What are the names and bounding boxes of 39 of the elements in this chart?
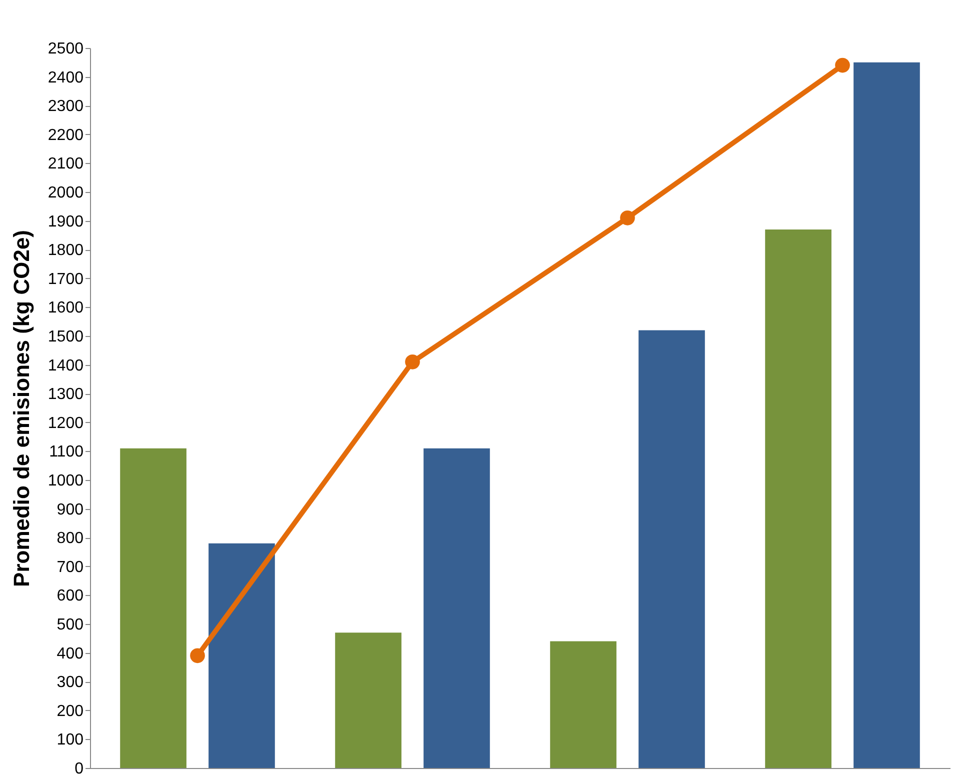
y-tick-label: 1900 bbox=[48, 213, 84, 230]
y-tick-label: 1200 bbox=[48, 414, 84, 432]
y-tick-label: 700 bbox=[56, 558, 84, 576]
bar bbox=[424, 448, 490, 768]
point bbox=[405, 354, 420, 370]
point bbox=[620, 210, 635, 226]
y-tick-label: 900 bbox=[56, 501, 84, 518]
y-tick-label: 1000 bbox=[48, 472, 84, 490]
y-tick-label: 1300 bbox=[48, 386, 84, 404]
y-axis-title: Promedio de emisiones (kg CO2e) bbox=[8, 230, 34, 587]
bar bbox=[550, 641, 616, 768]
y-tick-label: 2000 bbox=[48, 184, 84, 202]
y-tick-label: 1800 bbox=[48, 242, 84, 260]
y-tick-label: 0 bbox=[74, 760, 84, 778]
y-tick-label: 2300 bbox=[48, 98, 84, 116]
y-tick-label: 300 bbox=[56, 674, 84, 692]
bar bbox=[638, 330, 705, 768]
y-tick-label: 100 bbox=[56, 732, 84, 749]
y-tick-label: 2400 bbox=[48, 69, 84, 86]
y-tick-label: 1400 bbox=[48, 357, 84, 374]
bar bbox=[854, 62, 920, 768]
bar bbox=[335, 632, 402, 768]
y-tick-label: 1100 bbox=[49, 444, 84, 461]
bar bbox=[120, 448, 186, 768]
point bbox=[835, 58, 850, 73]
bar bbox=[208, 543, 275, 768]
bar bbox=[765, 229, 832, 768]
y-tick-label: 2100 bbox=[48, 156, 84, 173]
y-tick-label: 2500 bbox=[48, 40, 84, 58]
point bbox=[190, 648, 205, 664]
y-tick-label: 1600 bbox=[48, 300, 84, 317]
y-tick-label: 400 bbox=[56, 645, 84, 662]
y-tick-label: 200 bbox=[56, 702, 84, 720]
y-tick-label: 600 bbox=[56, 588, 84, 605]
y-tick-label: 2200 bbox=[48, 126, 84, 144]
y-tick-label: 1700 bbox=[48, 270, 84, 288]
y-tick-label: 1500 bbox=[48, 328, 84, 346]
y-tick-label: 500 bbox=[56, 616, 84, 634]
y-tick-label: 800 bbox=[56, 530, 84, 548]
